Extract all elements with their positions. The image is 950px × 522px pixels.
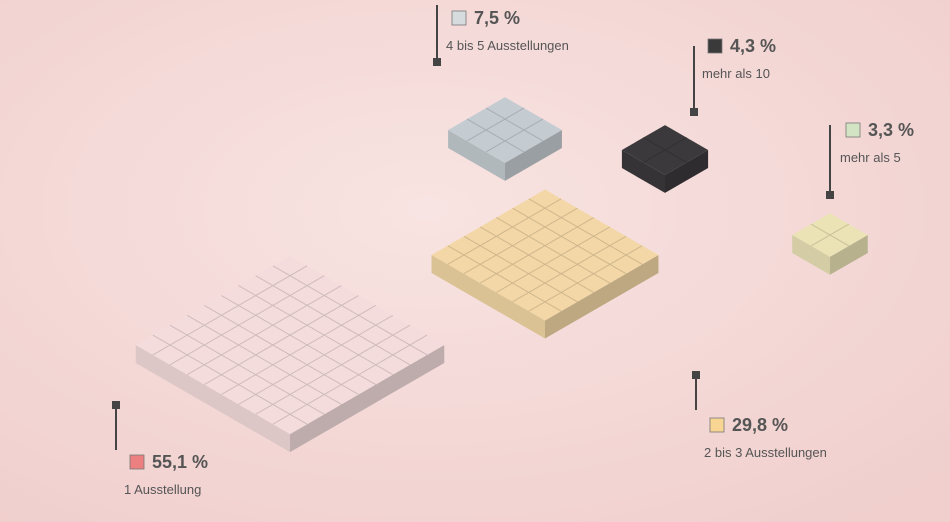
slab-grid	[152, 334, 308, 425]
slab-grid	[204, 304, 359, 395]
leader-end	[690, 108, 698, 116]
slab-right	[830, 235, 868, 275]
slab-grid	[221, 295, 376, 386]
legend-swatch	[707, 38, 723, 54]
slab-grid	[447, 198, 562, 265]
slab	[448, 97, 562, 181]
value-label: 55,1 %	[152, 452, 208, 472]
slab-grid	[810, 223, 850, 247]
value-label: 4,3 %	[730, 36, 776, 56]
slab-left	[621, 150, 665, 193]
slab-grid	[512, 207, 627, 275]
slab-grid	[466, 118, 525, 153]
leader-end	[692, 371, 700, 379]
slab-grid	[479, 217, 594, 284]
slab-grid	[528, 198, 643, 265]
legend-swatch	[129, 454, 145, 470]
slab-top	[448, 97, 562, 163]
slab-grid	[255, 275, 411, 366]
leader-end	[112, 401, 120, 409]
slab	[135, 255, 445, 453]
slab-grid	[528, 245, 643, 312]
slab-grid	[221, 304, 376, 395]
slab-grid	[463, 207, 578, 275]
slab-top	[135, 255, 445, 435]
slab-grid	[512, 235, 627, 303]
category-label: mehr als 5	[840, 150, 901, 165]
category-label: 1 Ausstellung	[124, 482, 201, 497]
slab-grid	[272, 334, 428, 425]
slab-grid	[186, 285, 342, 376]
slab-grid	[152, 265, 308, 356]
slab-grid	[466, 107, 525, 142]
value-label: 7,5 %	[474, 8, 520, 28]
slab	[792, 213, 868, 275]
slab-right	[665, 150, 709, 193]
slab-right	[505, 130, 562, 181]
leader-end	[433, 58, 441, 66]
slab-grid	[447, 245, 562, 312]
slab-grid	[238, 285, 394, 376]
slab-grid	[496, 217, 611, 284]
value-label: 29,8 %	[732, 415, 788, 435]
slab-grid	[485, 118, 544, 153]
legend-swatch	[709, 417, 725, 433]
slab-grid	[272, 265, 428, 356]
slab-grid	[169, 275, 325, 366]
legend-swatch	[451, 10, 467, 26]
slab-grid	[643, 137, 687, 163]
slab-grid	[463, 235, 578, 303]
slab-right	[545, 255, 659, 339]
slab-left	[431, 255, 545, 339]
slab-grid	[186, 314, 342, 405]
value-label: 3,3 %	[868, 120, 914, 140]
slab-left	[792, 235, 830, 275]
slab-top	[431, 189, 659, 321]
slab-right	[290, 345, 445, 453]
slab	[431, 189, 659, 339]
slab	[621, 125, 709, 193]
legend-swatch	[845, 122, 861, 138]
category-label: 2 bis 3 Ausstellungen	[704, 445, 827, 460]
slab-grid	[485, 107, 544, 142]
slab-grid	[496, 226, 611, 293]
category-label: mehr als 10	[702, 66, 770, 81]
slab-left	[448, 130, 505, 181]
category-label: 4 bis 5 Ausstellungen	[446, 38, 569, 53]
leader-end	[826, 191, 834, 199]
slab-grid	[204, 295, 359, 386]
slab-grid	[169, 324, 325, 415]
slab-left	[135, 345, 290, 453]
slab-grid	[255, 324, 411, 415]
slab-grid	[479, 226, 594, 293]
slab-grid	[238, 314, 394, 405]
